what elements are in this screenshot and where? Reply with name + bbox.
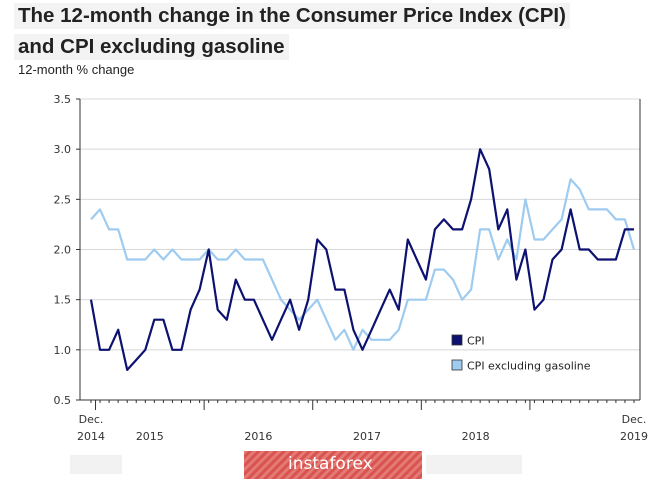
instaforex-logo [244, 451, 422, 479]
y-tick-label: 1.5 [54, 294, 72, 307]
legend-label: CPI [467, 335, 485, 348]
y-tick-label: 0.5 [54, 394, 72, 407]
axes [76, 98, 641, 410]
y-tick-label: 2.0 [54, 244, 72, 257]
watermark-block-left [70, 455, 122, 474]
x-tick-labels: Dec. 2014 2015 2016 2017 2018 Dec. 2019 [77, 413, 648, 443]
x-tick-label: 2018 [462, 430, 490, 443]
legend-swatch [451, 359, 463, 371]
x-tick-label: 2015 [136, 430, 164, 443]
watermark-text: instaforex [288, 454, 373, 474]
y-tick-label: 3.5 [54, 93, 72, 106]
legend-swatch [451, 334, 463, 346]
x-tick-label-line1: Dec. [622, 413, 647, 426]
y-tick-labels: 3.5 3.0 2.5 2.0 1.5 1.0 0.5 [54, 93, 72, 407]
legend: CPI CPI excluding gasoline [451, 334, 591, 373]
x-tick-label: 2019 [620, 430, 648, 443]
series-line-cpi-ex-gasoline [90, 178, 636, 351]
chart-title-line1: The 12-month change in the Consumer Pric… [14, 3, 570, 29]
y-tick-label: 1.0 [54, 344, 72, 357]
chart-title-line2: and CPI excluding gasoline [14, 34, 289, 60]
x-tick-label-line1: Dec. [79, 413, 104, 426]
x-tick-label: 2016 [244, 430, 272, 443]
legend-label: CPI excluding gasoline [467, 360, 591, 373]
y-tick-label: 2.5 [54, 193, 72, 206]
y-tick-label: 3.0 [54, 143, 72, 156]
watermark-block-right [426, 455, 522, 474]
x-tick-label: 2017 [353, 430, 381, 443]
series-lines [89, 148, 636, 371]
y-axis-label: 12-month % change [18, 62, 135, 77]
x-tick-label: 2014 [77, 430, 105, 443]
series-line-cpi [89, 148, 634, 371]
